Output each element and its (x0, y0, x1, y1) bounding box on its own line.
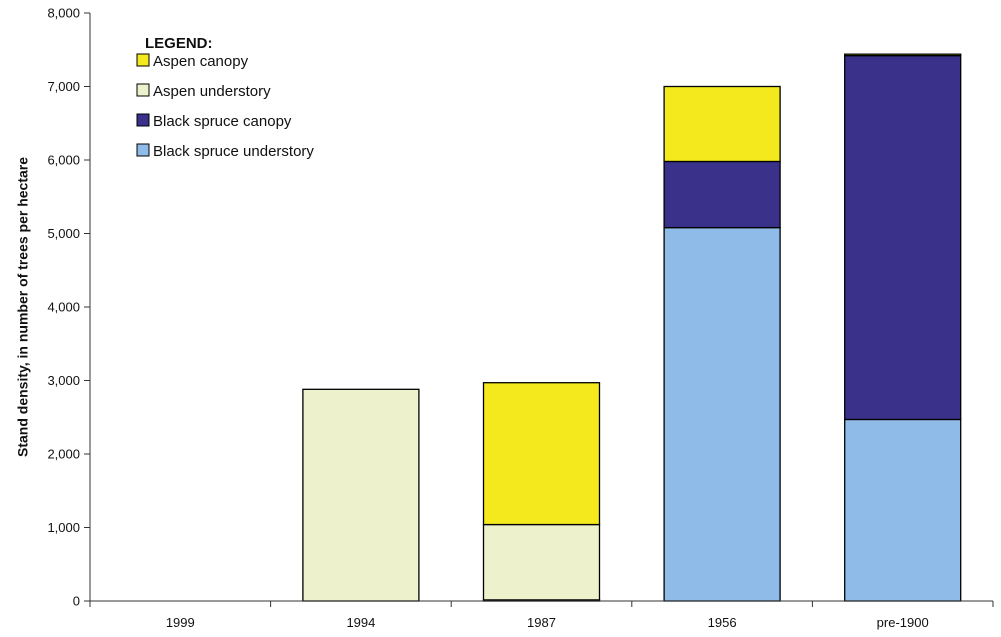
x-tick-label: 1987 (527, 615, 556, 630)
x-axis-ticks: 1999 1994 1987 1956 pre-1900 (89, 601, 994, 630)
bar-segment (663, 85, 781, 163)
bar-segment (844, 54, 962, 421)
x-tick-label: pre-1900 (877, 615, 929, 630)
bars (302, 53, 962, 602)
bar-segment (844, 53, 962, 57)
y-tick-label: 8,000 (47, 6, 80, 21)
legend-swatch (136, 53, 150, 67)
legend-swatch (136, 83, 150, 97)
legend-label: Black spruce understory (153, 143, 314, 160)
y-tick-label: 6,000 (47, 153, 80, 168)
y-tick-label: 2,000 (47, 447, 80, 462)
legend-label: Black spruce canopy (153, 113, 292, 130)
x-tick-label: 1956 (708, 615, 737, 630)
y-axis-ticks: 0 1,000 2,000 3,000 4,000 5,000 6,000 7,000 8,00… (47, 6, 90, 609)
legend-title: LEGEND: (145, 35, 213, 52)
bar-segment (663, 226, 781, 602)
bar-segment (844, 418, 962, 602)
bar-segment (482, 523, 601, 601)
bar-segment (482, 382, 601, 526)
y-tick-label: 5,000 (47, 226, 80, 241)
y-axis-title: Stand density, in number of trees per he… (15, 157, 31, 457)
y-tick-label: 1,000 (47, 520, 80, 535)
legend-label: Aspen understory (153, 83, 271, 100)
y-tick-label: 0 (73, 594, 80, 609)
y-tick-label: 4,000 (47, 300, 80, 315)
y-tick-label: 3,000 (47, 373, 80, 388)
legend: LEGEND: Aspen canopy Aspen understory Blac… (136, 35, 314, 160)
x-tick-label: 1999 (166, 615, 195, 630)
y-tick-label: 7,000 (47, 79, 80, 94)
bar-segment (663, 160, 781, 229)
legend-swatch (136, 113, 150, 127)
legend-label: Aspen canopy (153, 53, 249, 70)
bar-segment (302, 388, 420, 602)
legend-swatch (136, 143, 150, 157)
x-tick-label: 1994 (346, 615, 375, 630)
